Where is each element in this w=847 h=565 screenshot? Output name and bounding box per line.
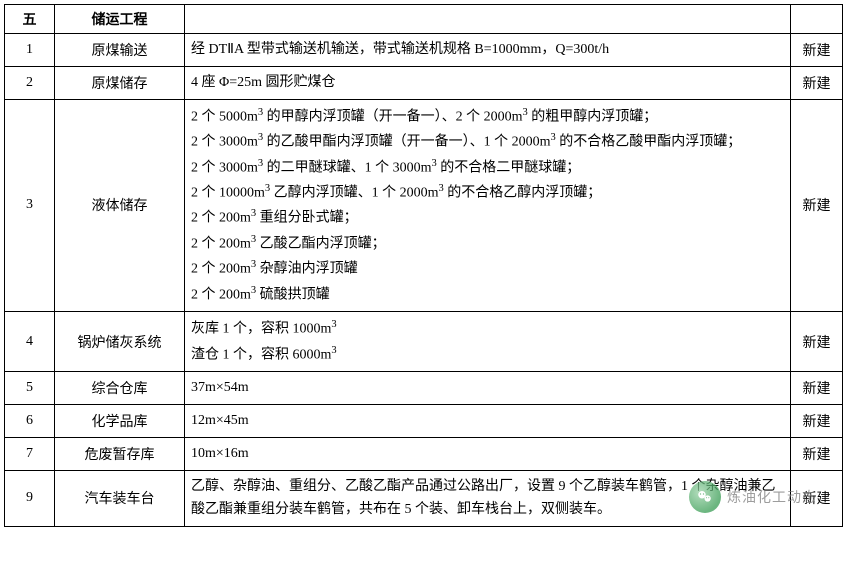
cell-status: 新建 (791, 404, 843, 437)
cell-status: 新建 (791, 34, 843, 67)
cell-status: 新建 (791, 99, 843, 312)
cell-desc: 乙醇、杂醇油、重组分、乙酸乙酯产品通过公路出厂，设置 9 个乙醇装车鹤管，1 个… (185, 470, 791, 527)
cell-name: 锅炉储灰系统 (55, 312, 185, 372)
table-row: 5综合仓库37m×54m新建 (5, 372, 843, 405)
table-row: 2原煤储存4 座 Φ=25m 圆形贮煤仓新建 (5, 66, 843, 99)
table-row: 1原煤输送经 DTⅡA 型带式输送机输送，带式输送机规格 B=1000mm，Q=… (5, 34, 843, 67)
cell-num: 3 (5, 99, 55, 312)
cell-name: 化学品库 (55, 404, 185, 437)
cell-num: 5 (5, 372, 55, 405)
cell-status: 新建 (791, 470, 843, 527)
table-body: 1原煤输送经 DTⅡA 型带式输送机输送，带式输送机规格 B=1000mm，Q=… (5, 34, 843, 527)
cell-status: 新建 (791, 312, 843, 372)
cell-status: 新建 (791, 372, 843, 405)
table-row: 3液体储存2 个 5000m3 的甲醇内浮顶罐（开一备一）、2 个 2000m3… (5, 99, 843, 312)
table-row: 6化学品库12m×45m新建 (5, 404, 843, 437)
cell-desc: 12m×45m (185, 404, 791, 437)
cell-status: 新建 (791, 437, 843, 470)
cell-desc: 经 DTⅡA 型带式输送机输送，带式输送机规格 B=1000mm，Q=300t/… (185, 34, 791, 67)
cell-desc: 4 座 Φ=25m 圆形贮煤仓 (185, 66, 791, 99)
cell-num: 7 (5, 437, 55, 470)
cell-desc: 10m×16m (185, 437, 791, 470)
cell-num: 1 (5, 34, 55, 67)
cell-name: 液体储存 (55, 99, 185, 312)
table-row: 7危废暂存库10m×16m新建 (5, 437, 843, 470)
table-header-row: 五 储运工程 (5, 5, 843, 34)
header-status (791, 5, 843, 34)
cell-desc: 2 个 5000m3 的甲醇内浮顶罐（开一备一）、2 个 2000m3 的粗甲醇… (185, 99, 791, 312)
header-num: 五 (5, 5, 55, 34)
cell-name: 综合仓库 (55, 372, 185, 405)
cell-name: 汽车装车台 (55, 470, 185, 527)
table-row: 9汽车装车台乙醇、杂醇油、重组分、乙酸乙酯产品通过公路出厂，设置 9 个乙醇装车… (5, 470, 843, 527)
cell-desc: 灰库 1 个，容积 1000m3渣仓 1 个，容积 6000m3 (185, 312, 791, 372)
cell-num: 9 (5, 470, 55, 527)
cell-name: 原煤储存 (55, 66, 185, 99)
cell-status: 新建 (791, 66, 843, 99)
cell-name: 危废暂存库 (55, 437, 185, 470)
cell-num: 2 (5, 66, 55, 99)
storage-transport-table: 五 储运工程 1原煤输送经 DTⅡA 型带式输送机输送，带式输送机规格 B=10… (4, 4, 843, 527)
cell-desc: 37m×54m (185, 372, 791, 405)
cell-name: 原煤输送 (55, 34, 185, 67)
cell-num: 6 (5, 404, 55, 437)
table-row: 4锅炉储灰系统灰库 1 个，容积 1000m3渣仓 1 个，容积 6000m3新… (5, 312, 843, 372)
header-desc (185, 5, 791, 34)
header-name: 储运工程 (55, 5, 185, 34)
cell-num: 4 (5, 312, 55, 372)
